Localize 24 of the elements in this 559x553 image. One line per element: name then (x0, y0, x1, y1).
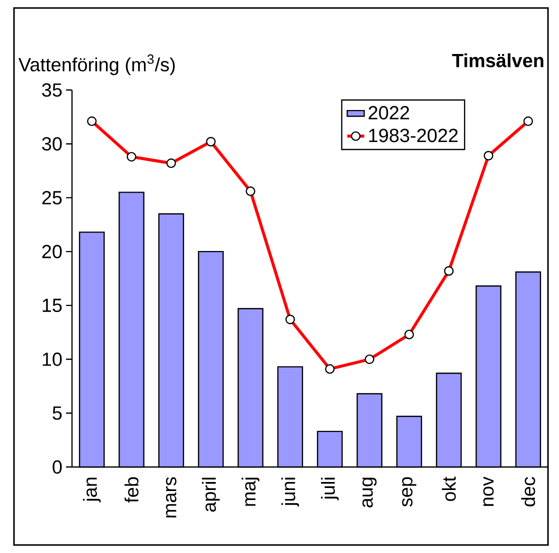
x-tick-label: jan (82, 478, 101, 502)
x-tick-label: juli (320, 478, 339, 500)
x-tick-label: aug (362, 478, 377, 508)
legend-label: 1983-2022 (369, 128, 458, 142)
legend-label: 2022 (368, 106, 410, 120)
y-tick-label: 15 (42, 298, 62, 312)
x-tick-label: mars (166, 477, 176, 518)
y-tick-label: 0 (52, 460, 62, 474)
x-tick-label: maj (242, 478, 260, 506)
y-axis-title: Vattenföring (m$^{3}$/s) (18, 54, 175, 76)
y-tick-label: 10 (42, 352, 62, 366)
x-tick-label: juni (281, 478, 300, 507)
x-tick-label: april (202, 478, 220, 512)
x-tick-label: nov (483, 476, 494, 506)
x-tick-label: sep (402, 477, 416, 507)
y-tick-label: 30 (42, 137, 62, 151)
x-tick-label: feb (124, 477, 138, 503)
x-tick-label: okt (442, 476, 456, 502)
y-tick-label: 25 (42, 190, 62, 204)
chart-title: Timsälven (452, 53, 544, 68)
y-tick-label: 20 (42, 244, 62, 258)
x-tick-label: dec (521, 477, 536, 506)
y-tick-label: 5 (52, 406, 62, 420)
y-tick-label: 35 (42, 83, 62, 97)
